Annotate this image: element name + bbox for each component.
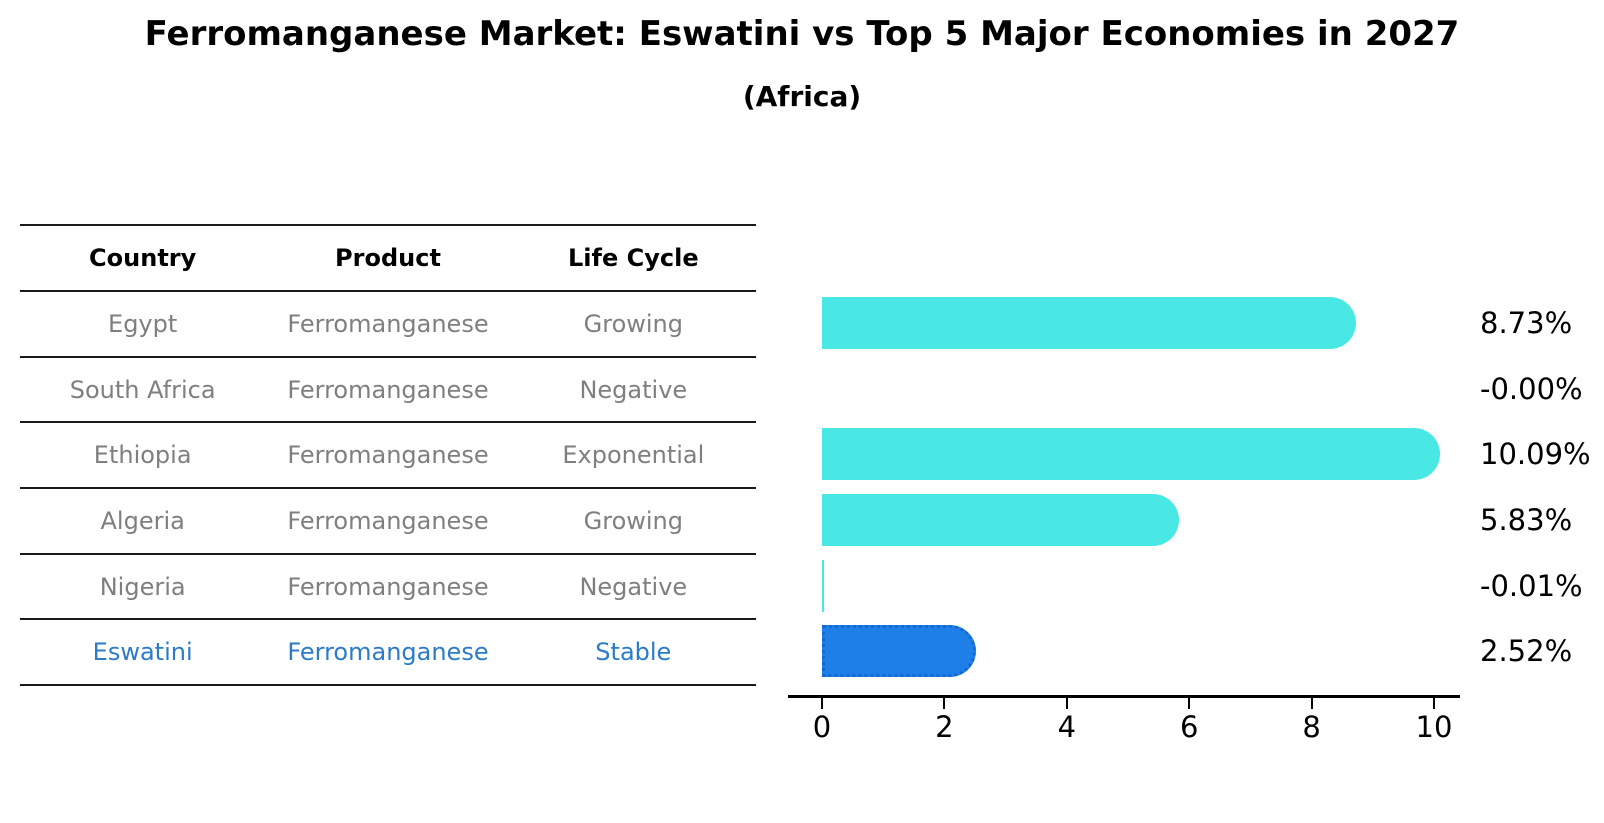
table-cell-lifecycle: Growing (583, 309, 683, 338)
x-axis-tick-label: 0 (812, 710, 832, 744)
page-subtitle: (Africa) (742, 80, 862, 113)
table-cell-lifecycle: Growing (583, 506, 683, 535)
x-axis-tick (1433, 698, 1435, 709)
table-row: South Africa Ferromanganese Negative (20, 358, 756, 424)
bar-algeria (822, 493, 1179, 546)
table-row: Ethiopia Ferromanganese Exponential (20, 423, 756, 490)
x-axis-tick (1188, 698, 1191, 709)
page-title: Ferromanganese Market: Eswatini vs Top 5… (144, 14, 1460, 54)
table-cell-lifecycle: Negative (579, 375, 688, 404)
table-row: Nigeria Ferromanganese Negative (20, 555, 756, 621)
x-axis-tick-label: 8 (1302, 710, 1321, 744)
table-row: Algeria Ferromanganese Growing (20, 489, 756, 555)
table-cell-country: South Africa (69, 375, 216, 404)
table-cell-product: Ferromanganese (287, 309, 489, 338)
table-header-row: Country Product Life Cycle (20, 224, 756, 292)
x-axis-line (788, 695, 1460, 698)
table-cell-product: Ferromanganese (287, 441, 489, 470)
table-cell-product: Ferromanganese (287, 375, 489, 404)
table-cell-country: Nigeria (99, 572, 186, 601)
table-cell-product: Ferromanganese (287, 506, 489, 535)
bar-ethiopia (822, 428, 1440, 481)
bar-value-label: -0.01% (1480, 568, 1583, 603)
bar-value-label: 5.83% (1480, 502, 1573, 537)
table-header-product: Product (335, 244, 441, 272)
country-table: Country Product Life Cycle Egypt Ferroman… (20, 224, 756, 687)
table-cell-country: Eswatini (92, 638, 193, 667)
table-header-lifecycle: Life Cycle (568, 244, 699, 272)
bar-nigeria (822, 559, 824, 612)
table-body: Egypt Ferromanganese Growing South Africa Fe… (20, 292, 756, 687)
table-cell-lifecycle: Exponential (562, 441, 705, 470)
table-cell-lifecycle: Stable (595, 638, 672, 667)
table-cell-product: Ferromanganese (287, 638, 489, 667)
x-axis-tick-label: 4 (1057, 710, 1077, 744)
bar-egypt (822, 296, 1356, 349)
bar-value-label: -0.00% (1480, 371, 1583, 406)
table-cell-country: Algeria (100, 506, 185, 535)
table-row: Eswatini Ferromanganese Stable (20, 620, 756, 687)
bar-value-label: 10.09% (1480, 437, 1591, 472)
x-axis-tick (1065, 698, 1068, 709)
table-cell-product: Ferromanganese (287, 572, 489, 601)
x-axis-tick (1310, 698, 1313, 709)
x-axis-tick-label: 6 (1179, 710, 1199, 744)
x-axis-tick-label: 10 (1415, 710, 1453, 744)
bar-value-label: 8.73% (1480, 305, 1573, 340)
x-axis-tick (821, 698, 823, 709)
x-axis-tick (943, 698, 946, 709)
x-axis-tick-label: 2 (935, 710, 954, 744)
table-row: Egypt Ferromanganese Growing (20, 292, 756, 358)
bar-eswatini (822, 625, 976, 678)
table-cell-lifecycle: Negative (579, 572, 688, 601)
table-header-country: Country (89, 244, 197, 272)
bar-value-label: 2.52% (1480, 634, 1573, 669)
table-cell-country: Egypt (108, 309, 178, 338)
table-cell-country: Ethiopia (93, 441, 192, 470)
